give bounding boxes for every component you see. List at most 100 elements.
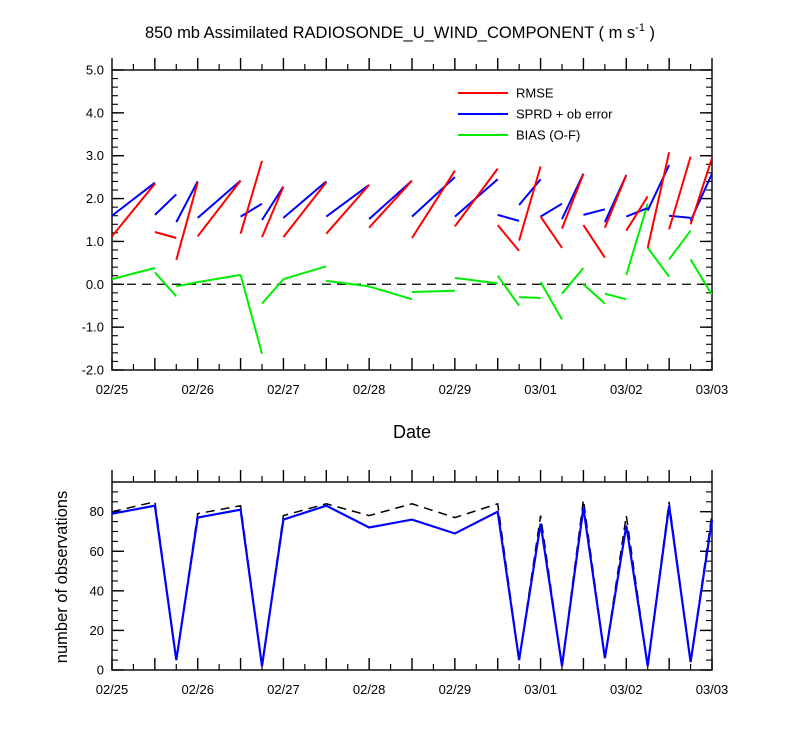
legend-label: SPRD + ob error <box>516 107 613 122</box>
series-segment <box>239 274 263 354</box>
series-segment <box>561 267 585 295</box>
series-segment <box>112 267 156 281</box>
series-segment <box>540 202 563 218</box>
series-segment <box>668 156 692 230</box>
top-ytick-label: 2.0 <box>86 191 104 206</box>
series-segment <box>668 230 692 260</box>
series-bias-o-f- <box>112 203 712 354</box>
series-segment <box>368 179 413 229</box>
legend: RMSE SPRD + ob error BIAS (O-F) <box>458 86 613 143</box>
top-xtick-label: 02/29 <box>439 382 472 397</box>
series-segment <box>689 157 712 225</box>
bottom-xtick-label: 02/29 <box>439 682 472 697</box>
bottom-xtick-label: 03/02 <box>610 682 643 697</box>
series-segment <box>325 184 370 235</box>
series-segment <box>240 202 263 218</box>
top-ytick-label: 3.0 <box>86 148 104 163</box>
series-segment <box>689 258 712 296</box>
series-segment <box>411 170 456 239</box>
series-segment <box>411 176 456 218</box>
top-xtick-label: 03/03 <box>696 382 729 397</box>
series-assimilated-observations <box>111 504 714 667</box>
series-segment <box>154 193 177 216</box>
bottom-xtick-label: 02/25 <box>96 682 129 697</box>
series-segment <box>625 203 649 276</box>
top-xtick-label: 03/02 <box>610 382 643 397</box>
series-segment <box>582 224 606 259</box>
series-segment <box>175 180 199 223</box>
series-segment <box>582 283 606 305</box>
series-segment <box>239 160 263 234</box>
top-xtick-label: 02/28 <box>353 382 386 397</box>
series-segment <box>175 182 199 261</box>
top-xtick-label: 02/25 <box>96 382 129 397</box>
x-axis-label: Date <box>393 422 431 442</box>
series-segment <box>497 213 520 222</box>
top-ytick-label: 4.0 <box>86 105 104 120</box>
bottom-frame <box>111 481 713 671</box>
bottom-xtick-label: 02/27 <box>267 682 300 697</box>
top-plot-area: 02/25 02/26 02/27 02/28 02/29 03/01 03/02 03/03… <box>82 58 729 397</box>
series-segment <box>154 231 177 239</box>
bottom-xtick-label: 02/26 <box>181 682 214 697</box>
top-frame <box>111 69 713 371</box>
bottom-plot-area: 02/25 02/26 02/27 02/28 02/29 03/01 03/02 03/03… <box>90 470 729 697</box>
series-segment <box>196 179 242 237</box>
series-segment <box>539 216 563 249</box>
top-ytick-label: 1.0 <box>86 234 104 249</box>
top-xtick-label: 02/27 <box>267 382 300 397</box>
series-segment <box>603 174 628 229</box>
top-ytick-label: 0.0 <box>86 277 104 292</box>
series-segment <box>176 281 198 288</box>
legend-label: BIAS (O-F) <box>516 128 580 143</box>
bottom-ytick-label: 0 <box>97 663 104 678</box>
series-segment <box>112 182 156 237</box>
series-segment <box>518 178 542 206</box>
top-xtick-label: 02/26 <box>181 382 214 397</box>
series-segment <box>326 279 370 288</box>
bottom-xtick-label: 03/01 <box>524 682 557 697</box>
series-segment <box>646 247 670 278</box>
bottom-ytick-label: 20 <box>90 623 104 638</box>
legend-label: RMSE <box>516 86 554 101</box>
series-segment <box>154 271 178 297</box>
series-segment <box>282 180 327 219</box>
top-ytick-label: -1.0 <box>82 320 104 335</box>
series-segment <box>539 281 563 320</box>
bottom-ytick-label: 40 <box>90 583 104 598</box>
bottom-ytick-label: 80 <box>90 504 104 519</box>
y-axis-label: number of observations <box>53 491 71 663</box>
bottom-xtick-label: 02/28 <box>353 682 386 697</box>
top-ytick-label: 5.0 <box>86 63 104 78</box>
top-ytick-label: -2.0 <box>82 363 104 378</box>
series-segment <box>261 186 285 238</box>
series-segment <box>112 181 156 217</box>
series-segment <box>282 181 328 238</box>
series-segment <box>496 224 520 252</box>
series-segment <box>561 173 585 229</box>
series-segment <box>454 276 498 285</box>
series-segment <box>496 275 520 307</box>
series-segment <box>604 292 627 301</box>
chart-title: 850 mb Assimilated RADIOSONDE_U_WIND_COM… <box>145 22 655 42</box>
bottom-ytick-label: 60 <box>90 544 104 559</box>
series-segment <box>261 186 285 221</box>
bottom-xtick-label: 03/03 <box>696 682 729 697</box>
series-segment <box>583 208 606 216</box>
top-xtick-label: 03/01 <box>524 382 557 397</box>
series-segment <box>261 278 285 305</box>
series-segment <box>411 289 455 293</box>
series-segment <box>197 273 241 284</box>
series-segment <box>625 195 649 232</box>
series-sprd-ob-error <box>112 164 712 223</box>
series-segment <box>454 168 499 227</box>
series-segment <box>519 296 541 299</box>
series-rmse <box>112 152 712 261</box>
series-segment <box>283 265 327 281</box>
series-segment <box>518 166 542 241</box>
series-segment <box>646 152 671 249</box>
series-possible-observations <box>111 499 713 667</box>
series-segment <box>325 184 370 218</box>
